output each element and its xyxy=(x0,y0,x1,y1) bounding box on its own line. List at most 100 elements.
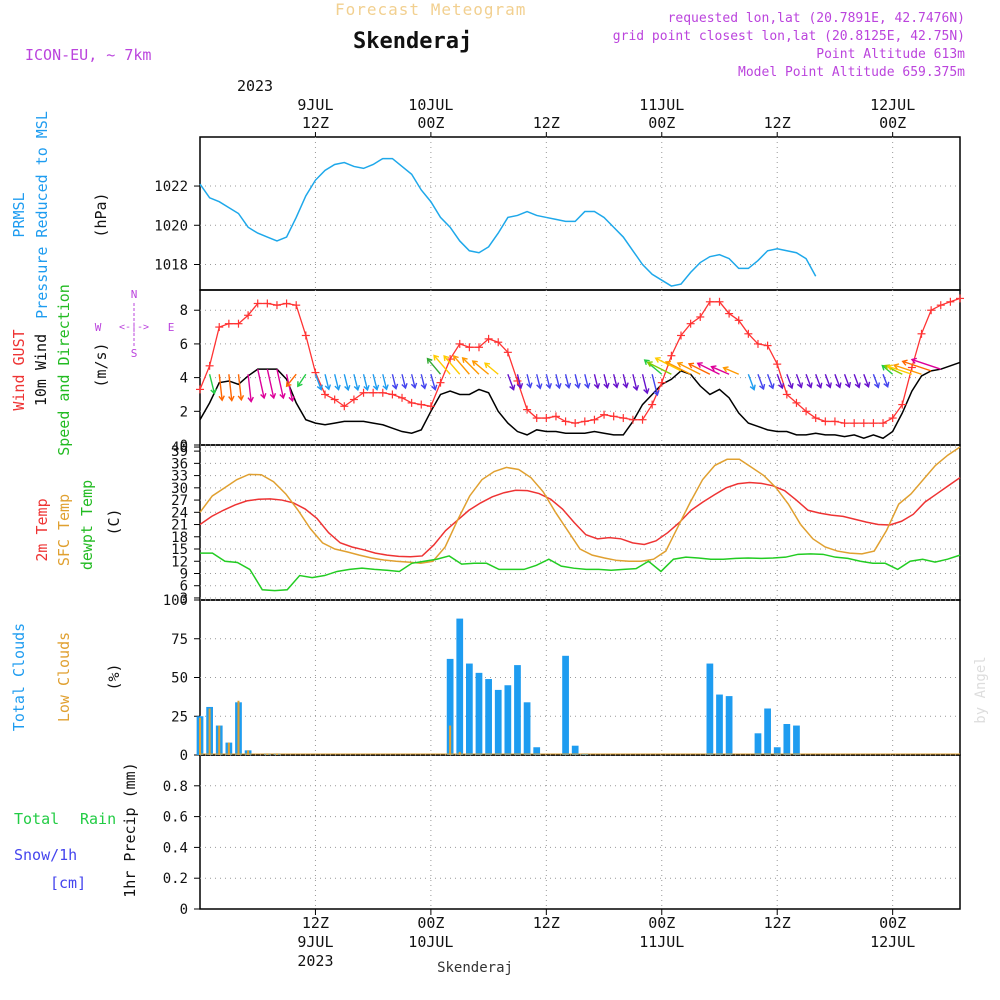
low-cloud-bar xyxy=(449,725,452,755)
precip-ytick-label: 0 xyxy=(180,902,188,918)
prmsl-label: PRMSL xyxy=(10,192,28,237)
point-altitude: Point Altitude 613m xyxy=(816,47,965,62)
tsfc-label: SFC Temp xyxy=(55,494,73,566)
pressure-msl-label: Pressure Reduced to MSL xyxy=(33,111,51,319)
wind-direction-arrow xyxy=(593,374,601,390)
precip-ytick-label: 0.8 xyxy=(163,779,188,795)
gust-marker xyxy=(936,301,945,310)
model-label: ICON-EU, ~ 7km xyxy=(25,46,151,64)
gust-marker xyxy=(244,311,253,320)
temp-ytick-label: 21 xyxy=(171,518,188,534)
t2m-label: 2m Temp xyxy=(33,498,51,561)
gust-marker xyxy=(830,417,839,426)
bottom-location-label: Skenderaj xyxy=(437,960,513,976)
gust-marker xyxy=(426,402,435,411)
wind-direction-arrow xyxy=(766,373,775,390)
total-cloud-bar xyxy=(725,696,733,755)
wind-direction-arrow xyxy=(382,374,389,391)
gust-marker xyxy=(648,400,657,409)
wind-direction-arrow xyxy=(863,373,871,388)
pressure-ytick-label: 1018 xyxy=(154,258,188,274)
gust-marker xyxy=(398,393,407,402)
wind-direction-arrow xyxy=(516,374,524,390)
snow-unit-label: [cm] xyxy=(50,874,86,892)
gust-marker xyxy=(956,294,964,303)
wind-panel-labels: Wind GUST 10m Wind Speed and Direction (… xyxy=(10,284,174,456)
gust-marker xyxy=(196,385,204,394)
gust-marker xyxy=(417,400,426,409)
low-cloud-bar xyxy=(247,750,250,755)
wind-ytick-label: 4 xyxy=(180,371,188,387)
wind-direction-arrow xyxy=(334,374,341,391)
compass-icon: N S W E <-|-> xyxy=(95,288,175,360)
total-cloud-bar xyxy=(514,665,521,755)
temp-ytick-label: 39 xyxy=(171,444,188,460)
wind-direction-arrow xyxy=(584,374,591,389)
temp-ytick-label: 30 xyxy=(171,481,188,497)
total-cloud-bar xyxy=(446,658,454,755)
wind-direction-arrow xyxy=(430,374,438,391)
wind-direction-arrow xyxy=(285,374,295,403)
wind-unit-label: (m/s) xyxy=(92,342,110,387)
total-cloud-bar xyxy=(485,679,492,755)
low-cloud-bar xyxy=(237,700,240,755)
precip-ytick-label: 0.2 xyxy=(163,871,188,887)
temp-ytick-label: 40 xyxy=(171,440,188,456)
total-cloud-bar xyxy=(562,655,569,755)
total-cloud-bar xyxy=(494,689,502,755)
wind-direction-arrow xyxy=(276,369,286,400)
gust-marker xyxy=(619,414,628,423)
temp-unit-label: (C) xyxy=(105,508,123,535)
low-cloud-bar xyxy=(218,725,221,755)
svg-text:<-|->: <-|-> xyxy=(119,322,149,333)
gust-marker xyxy=(263,299,272,308)
temp-ytick-label: 15 xyxy=(171,542,188,558)
temp-panel-labels: 2m Temp SFC Temp dewpt Temp (C) xyxy=(33,480,123,570)
total-cloud-bar xyxy=(783,724,791,755)
clouds-ytick-label: 100 xyxy=(163,593,188,609)
model-point-altitude: Model Point Altitude 659.375m xyxy=(738,65,965,80)
wind-direction-arrow xyxy=(747,373,756,391)
compass-n: N xyxy=(131,288,138,301)
wind-direction-arrow xyxy=(410,374,418,389)
bottom-hour-label: 00Z xyxy=(417,914,444,932)
wind-direction-arrow xyxy=(461,356,480,375)
gust-marker xyxy=(917,329,926,338)
gust-marker xyxy=(369,388,378,397)
gust-marker xyxy=(782,390,791,399)
wind-direction-arrow xyxy=(228,374,235,402)
wind-direction-arrow xyxy=(237,374,245,402)
temp-ytick-label: 27 xyxy=(171,493,188,509)
gust-marker xyxy=(407,398,416,407)
temp-ytick-label: 3 xyxy=(180,591,188,607)
total-cloud-bar xyxy=(571,745,579,755)
gust-marker xyxy=(763,341,772,350)
low-cloud-bar xyxy=(227,742,230,755)
wind-direction-arrow xyxy=(343,374,351,392)
gridpoint-coords: grid point closest lon,lat (20.8125E, 42… xyxy=(613,29,965,44)
wind-direction-arrow xyxy=(314,373,323,391)
total-cloud-bar xyxy=(754,733,762,755)
wind-dir-label: Speed and Direction xyxy=(55,284,73,456)
gust-marker xyxy=(465,343,474,352)
pressure-panel-labels: PRMSL Pressure Reduced to MSL (hPa) xyxy=(10,111,110,319)
wind-direction-arrow xyxy=(622,374,629,389)
wind-direction-arrow xyxy=(603,374,610,389)
gust-marker xyxy=(330,395,339,404)
gust-marker xyxy=(388,390,397,399)
compass-w: W xyxy=(95,321,102,334)
total-cloud-bar xyxy=(523,702,531,755)
wind-direction-arrow xyxy=(526,374,533,389)
total-cloud-bar xyxy=(773,747,781,755)
wind-direction-arrow xyxy=(420,374,428,390)
wind-direction-arrow xyxy=(218,374,225,402)
product-title: Forecast Meteogram xyxy=(335,0,526,19)
gust-marker xyxy=(474,343,483,352)
top-hour-label: 00Z xyxy=(648,114,675,132)
top-hour-label: 00Z xyxy=(417,114,444,132)
precip-ytick-label: 0.6 xyxy=(163,810,188,826)
gust-marker xyxy=(205,361,214,370)
gust-marker xyxy=(513,376,522,385)
top-date-label: 12JUL xyxy=(870,96,915,114)
rain-label: Rain xyxy=(80,810,116,828)
